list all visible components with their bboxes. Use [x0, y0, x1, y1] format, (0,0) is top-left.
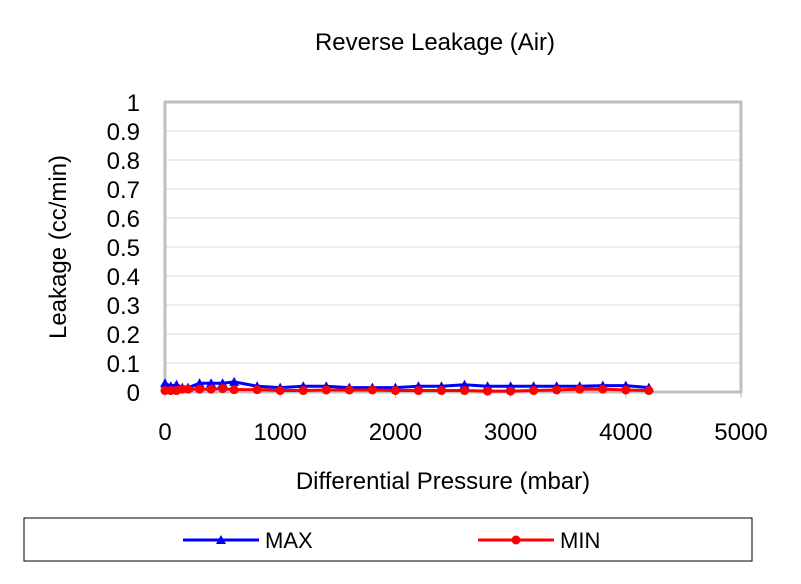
- legend-label-min: MIN: [560, 528, 600, 553]
- legend-marker-min: [511, 535, 521, 545]
- data-point-min: [506, 386, 516, 396]
- y-tick-label: 0.4: [107, 264, 140, 291]
- data-point-min: [367, 385, 377, 395]
- data-point-min: [298, 386, 308, 396]
- y-tick-label: 0.5: [107, 235, 140, 262]
- x-tick-label: 3000: [484, 419, 537, 446]
- y-tick-label: 0.8: [107, 148, 140, 175]
- x-tick-label: 1000: [254, 419, 307, 446]
- data-point-min: [483, 386, 493, 396]
- data-point-min: [413, 386, 423, 396]
- x-tick-label: 2000: [369, 419, 422, 446]
- legend-box: [23, 517, 753, 562]
- y-tick-label: 1: [127, 90, 140, 117]
- x-tick-label: 4000: [599, 419, 652, 446]
- data-point-max: [194, 378, 205, 388]
- data-point-min: [206, 384, 216, 394]
- data-point-min: [344, 385, 354, 395]
- data-point-min: [529, 386, 539, 396]
- y-tick-label: 0: [127, 380, 140, 407]
- data-point-min: [390, 386, 400, 396]
- data-point-min: [552, 385, 562, 395]
- x-tick-label: 5000: [714, 419, 767, 446]
- y-tick-label: 0.3: [107, 293, 140, 320]
- x-tick-label: 0: [158, 419, 171, 446]
- data-point-min: [321, 385, 331, 395]
- data-point-min: [218, 384, 228, 394]
- data-point-max: [459, 379, 470, 389]
- data-point-min: [598, 384, 608, 394]
- chart-title: Reverse Leakage (Air): [315, 29, 555, 56]
- data-point-min: [275, 386, 285, 396]
- data-point-min: [229, 385, 239, 395]
- data-point-max: [229, 376, 240, 386]
- x-axis-label: Differential Pressure (mbar): [296, 468, 590, 495]
- data-point-min: [252, 385, 262, 395]
- data-point-min: [436, 386, 446, 396]
- legend-marker-max: [216, 535, 226, 544]
- y-axis-label: Leakage (cc/min): [45, 155, 72, 339]
- y-tick-label: 0.7: [107, 177, 140, 204]
- data-point-min: [644, 386, 654, 396]
- legend-label-max: MAX: [265, 528, 313, 553]
- y-tick-label: 0.1: [107, 351, 140, 378]
- data-point-min: [460, 386, 470, 396]
- data-point-max: [160, 378, 170, 388]
- data-point-min: [621, 385, 631, 395]
- data-point-min: [195, 384, 205, 394]
- data-point-min: [575, 384, 585, 394]
- data-point-min: [183, 384, 193, 394]
- data-point-max: [206, 378, 217, 388]
- y-tick-label: 0.2: [107, 322, 140, 349]
- y-tick-label: 0.9: [107, 119, 140, 146]
- y-tick-label: 0.6: [107, 206, 140, 233]
